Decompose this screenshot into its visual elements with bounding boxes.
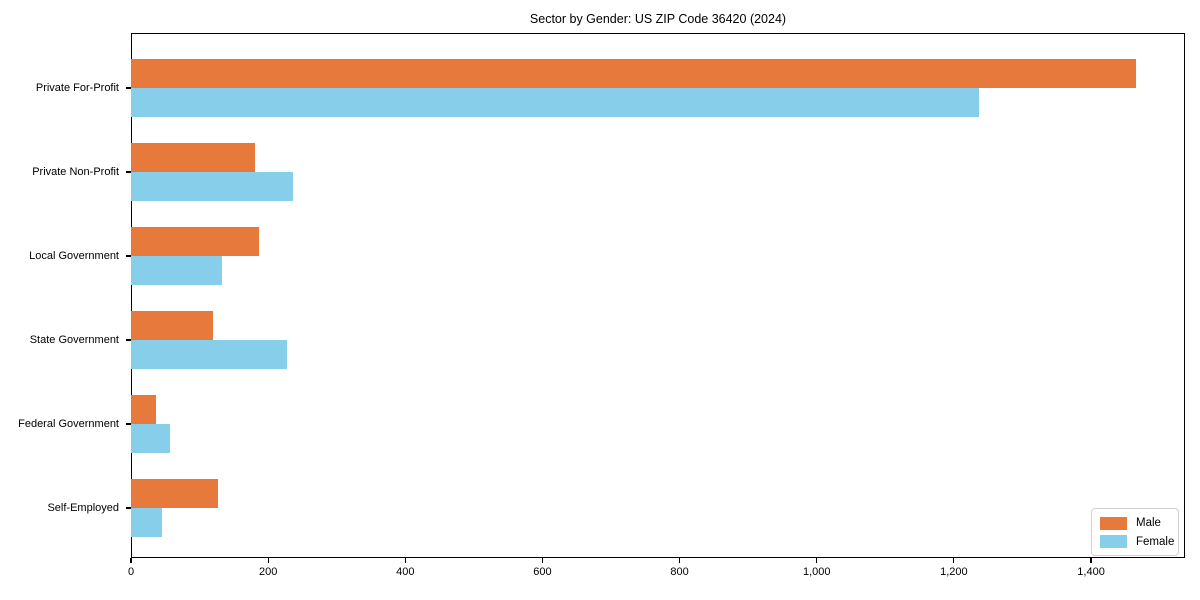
legend: Male Female [1091,508,1179,556]
bar-male-local-government [131,227,259,256]
ytick-label-self-employed: Self-Employed [47,502,119,514]
legend-label-male: Male [1136,517,1161,530]
legend-item-male: Male [1100,516,1170,530]
ytick-mark-self-employed [126,507,131,509]
xtick-mark-1000 [816,558,818,563]
bar-male-federal-government [131,395,156,424]
xtick-mark-600 [541,558,544,563]
chart-title: Sector by Gender: US ZIP Code 36420 (202… [529,12,787,26]
ytick-mark-private-non-profit [126,171,131,173]
legend-swatch-male [1100,516,1127,530]
xtick-mark-200 [267,558,269,563]
xtick-label-400: 400 [396,566,415,578]
bar-female-self-employed [131,508,162,537]
ytick-mark-federal-government [126,423,131,425]
ytick-mark-private-for-profit [126,87,131,89]
bar-male-private-for-profit [131,59,1136,88]
xtick-mark-800 [679,558,681,563]
legend-item-female: Female [1100,535,1174,549]
ytick-label-local-government: Local Government [29,250,119,262]
bar-female-state-government [131,340,287,369]
ytick-mark-local-government [126,255,131,257]
xtick-label-200: 200 [258,566,278,578]
plot-area [131,33,1185,558]
ytick-mark-state-government [126,339,131,341]
legend-label-female: Female [1136,535,1175,548]
xtick-label-800: 800 [670,566,689,578]
bar-female-local-government [131,256,222,285]
bar-male-self-employed [131,479,218,508]
xtick-mark-400 [404,558,406,563]
ytick-label-private-non-profit: Private Non-Profit [32,166,119,178]
bar-male-state-government [131,311,213,340]
ytick-label-state-government: State Government [29,334,119,346]
xtick-label-1200: 1,200 [940,566,968,578]
xtick-label-1400: 1,400 [1077,566,1105,578]
xtick-mark-1200 [953,558,955,563]
bar-male-private-non-profit [131,143,255,172]
ytick-label-private-for-profit: Private For-Profit [35,82,119,94]
legend-swatch-female [1100,535,1127,549]
xtick-label-600: 600 [533,566,552,578]
ytick-label-federal-government: Federal Government [18,418,119,430]
xtick-label-0: 0 [127,566,135,578]
bar-female-federal-government [131,424,170,453]
bar-female-private-for-profit [131,88,979,117]
xtick-mark-1400 [1090,558,1092,563]
xtick-label-1000: 1,000 [802,566,831,578]
bar-female-private-non-profit [131,172,293,201]
xtick-mark-0 [130,558,132,563]
